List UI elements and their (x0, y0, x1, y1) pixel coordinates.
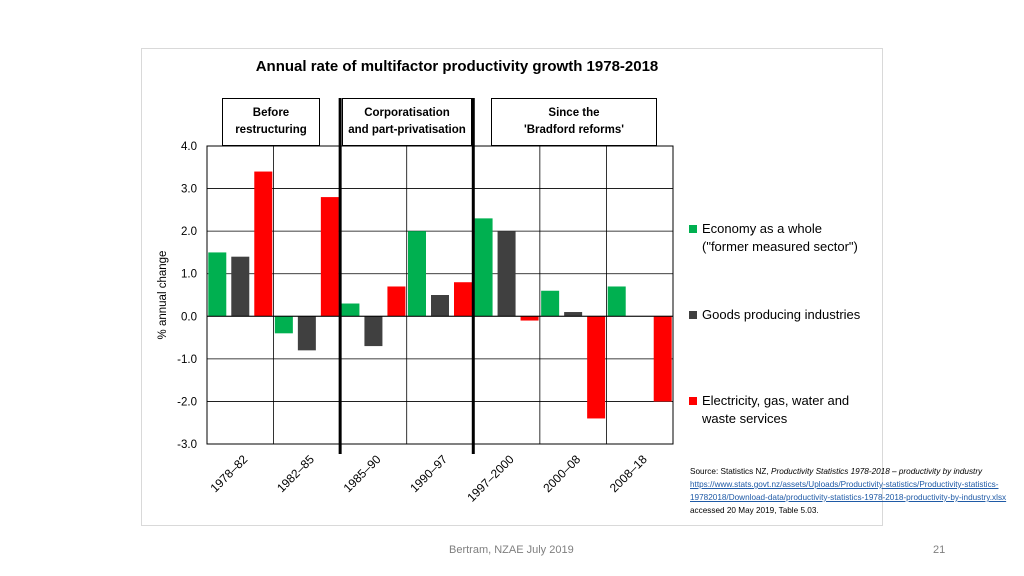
x-tick-label: 1990–97 (407, 452, 450, 495)
bar-electricity (520, 316, 539, 321)
source-link[interactable]: https://www.stats.govt.nz/assets/Uploads… (690, 480, 1007, 502)
x-tick-label: 1997–2000 (464, 452, 517, 505)
source-accessed: accessed 20 May 2019, Table 5.03. (690, 506, 819, 515)
y-tick-label: -1.0 (177, 354, 197, 366)
legend-swatch-economy (689, 225, 697, 233)
period-label-line2: 'Bradford reforms' (523, 124, 625, 136)
y-tick-label: -3.0 (177, 439, 197, 451)
bar-economy (474, 218, 493, 317)
y-tick-label: 2.0 (181, 226, 197, 238)
bar-economy (208, 252, 227, 317)
legend-swatch-goods (689, 311, 697, 319)
x-tick-label: 1985–90 (341, 452, 384, 495)
footer-author: Bertram, NZAE July 2019 (449, 544, 574, 556)
source-prefix: Source: Statistics NZ, (690, 467, 771, 476)
bar-electricity (387, 286, 406, 317)
legend-label-economy-line1: Economy as a whole (702, 221, 822, 236)
bar-electricity (454, 282, 472, 317)
bar-economy (408, 231, 426, 317)
period-label-line2: restructuring (235, 124, 307, 136)
y-tick-label: 1.0 (181, 269, 197, 281)
bar-goods (231, 256, 250, 317)
source-title: Productivity Statistics 1978-2018 – prod… (771, 467, 983, 476)
period-label-line1: Corporatisation (364, 107, 450, 119)
legend-swatch-electricity (689, 397, 697, 405)
y-tick-label: 4.0 (181, 141, 197, 153)
y-tick-label: 0.0 (181, 311, 197, 323)
bar-electricity (587, 316, 606, 419)
y-tick-label: 3.0 (181, 184, 197, 196)
period-label-line2: and part-privatisation (348, 124, 466, 136)
bar-goods (564, 312, 583, 317)
legend-label-electricity-line2: waste services (702, 411, 788, 426)
bar-electricity (320, 197, 339, 317)
y-axis-label: % annual change (157, 251, 169, 340)
legend-label-goods: Goods producing industries (702, 307, 861, 322)
bar-economy (607, 286, 626, 317)
period-box-before: Before restructuring (222, 98, 320, 146)
period-label-line1: Before (252, 107, 290, 119)
legend-label-electricity-line1: Electricity, gas, water and (702, 393, 850, 408)
legend-label-economy-line2: ("former measured sector") (702, 239, 858, 254)
bar-electricity (653, 316, 672, 402)
x-tick-label: 1982–85 (274, 452, 317, 495)
period-label-line1: Since the (548, 107, 600, 119)
bar-goods (497, 231, 516, 317)
chart-title: Annual rate of multifactor productivity … (255, 58, 659, 75)
x-tick-label: 1978–82 (207, 452, 250, 495)
bar-goods (431, 295, 449, 317)
source-note: Source: Statistics NZ, Productivity Stat… (690, 465, 1008, 517)
bar-electricity (254, 171, 273, 317)
bar-economy (541, 290, 560, 317)
x-tick-label: 2008–18 (607, 452, 650, 495)
y-tick-label: -2.0 (177, 396, 197, 408)
bar-economy (341, 303, 360, 317)
x-tick-label: 2000–08 (540, 452, 583, 495)
period-box-bradford: Since the 'Bradford reforms' (491, 98, 657, 146)
bar-economy (274, 316, 293, 334)
bar-goods (364, 316, 383, 347)
page-number: 21 (933, 544, 946, 556)
bar-goods (297, 316, 316, 351)
